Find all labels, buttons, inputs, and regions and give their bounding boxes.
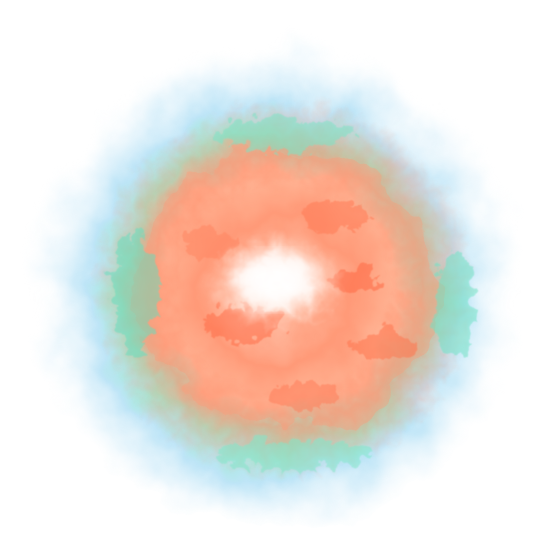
teal-accents [108,114,470,466]
core-highlight [237,256,313,304]
